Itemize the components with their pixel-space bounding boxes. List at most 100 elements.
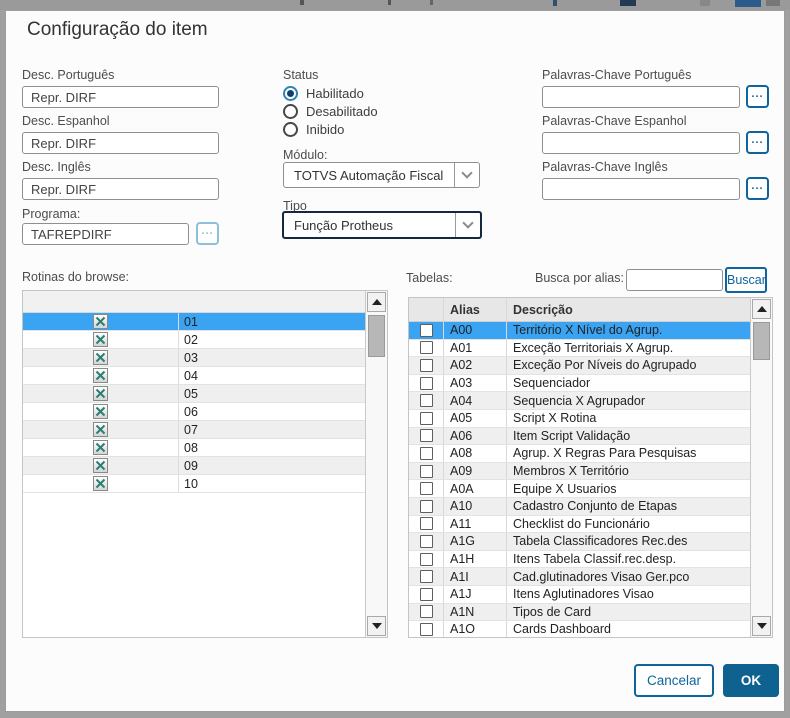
scroll-down-button[interactable] <box>752 616 771 636</box>
scroll-down-button[interactable] <box>367 616 386 636</box>
row-checkbox-cell <box>409 392 444 409</box>
keyword-browse-button[interactable]: ... <box>746 85 769 108</box>
descricao-cell: Cards Dashboard <box>513 622 611 637</box>
desc-ingles-input[interactable] <box>22 178 219 200</box>
tabela-row[interactable]: A11 Checklist do Funcionário <box>409 515 750 534</box>
keyword-input[interactable] <box>542 178 740 200</box>
rotina-row[interactable]: 04 <box>23 367 365 385</box>
ok-button[interactable]: OK <box>723 664 779 697</box>
rotina-icon-cell <box>23 331 179 348</box>
tabela-row[interactable]: A01 Exceção Territoriais X Agrup. <box>409 339 750 358</box>
checked-x-icon <box>93 422 108 437</box>
scrollbar-thumb[interactable] <box>753 322 770 360</box>
radio-icon[interactable] <box>283 104 298 119</box>
status-radio-option[interactable]: Habilitado <box>283 86 378 101</box>
scroll-up-button[interactable] <box>752 299 771 319</box>
checkbox[interactable] <box>419 358 433 372</box>
rotina-icon-cell <box>23 313 179 330</box>
programa-browse-button[interactable]: ... <box>196 222 219 245</box>
keyword-label: Palavras-Chave Português <box>542 68 692 82</box>
rotina-row[interactable]: 05 <box>23 385 365 403</box>
desc-portugues-input[interactable] <box>22 86 219 108</box>
background-toolbar-fragment <box>430 0 433 5</box>
checkbox[interactable] <box>419 499 433 513</box>
checkbox[interactable] <box>419 587 433 601</box>
keyword-browse-button[interactable]: ... <box>746 177 769 200</box>
rotina-number: 06 <box>184 404 198 419</box>
radio-icon[interactable] <box>283 86 298 101</box>
status-radio-option[interactable]: Desabilitado <box>283 104 378 119</box>
checkbox[interactable] <box>419 482 433 496</box>
keyword-group: Palavras-Chave Espanhol ... <box>542 114 774 160</box>
row-checkbox-cell <box>409 497 444 515</box>
rotina-row[interactable]: 10 <box>23 475 365 493</box>
checkbox[interactable] <box>419 464 433 478</box>
rotina-row[interactable]: 08 <box>23 439 365 457</box>
checkbox[interactable] <box>419 376 433 390</box>
checkbox[interactable] <box>419 622 433 636</box>
rotina-icon-cell <box>23 457 179 474</box>
checkbox[interactable] <box>419 605 433 619</box>
tabela-row[interactable]: A1G Tabela Classificadores Rec.des <box>409 533 750 551</box>
cancel-button[interactable]: Cancelar <box>634 664 714 697</box>
background-toolbar-fragment <box>553 0 557 6</box>
checkbox[interactable] <box>419 570 433 584</box>
rotina-row[interactable]: 06 <box>23 403 365 421</box>
modulo-select[interactable]: TOTVS Automação Fiscal <box>283 162 480 188</box>
tabela-row[interactable]: A00 Território X Nível do Agrup. <box>409 322 750 340</box>
checkbox[interactable] <box>419 446 433 460</box>
triangle-up-icon <box>371 299 382 305</box>
tabela-row[interactable]: A05 Script X Rotina <box>409 409 750 428</box>
buscar-button[interactable]: Buscar <box>725 267 767 293</box>
tabela-row[interactable]: A08 Agrup. X Regras Para Pesquisas <box>409 445 750 463</box>
rotina-row[interactable]: 03 <box>23 349 365 367</box>
rotina-number: 04 <box>184 368 198 383</box>
radio-icon[interactable] <box>283 122 298 137</box>
alias-cell: A0A <box>444 480 507 497</box>
busca-alias-input[interactable] <box>626 269 723 291</box>
tabela-row[interactable]: A04 Sequencia X Agrupador <box>409 392 750 410</box>
rotina-row[interactable]: 09 <box>23 457 365 475</box>
background-toolbar-fragment <box>700 0 710 6</box>
tabela-row[interactable]: A1I Cad.glutinadores Visao Ger.pco <box>409 568 750 586</box>
scrollbar-thumb[interactable] <box>368 315 385 357</box>
tipo-select[interactable]: Função Protheus <box>282 211 482 239</box>
checkbox[interactable] <box>419 429 433 443</box>
tabela-row[interactable]: A0A Equipe X Usuarios <box>409 480 750 498</box>
tabela-row[interactable]: A03 Sequenciador <box>409 374 750 393</box>
status-radio-option[interactable]: Inibido <box>283 122 378 137</box>
descricao-cell: Cadastro Conjunto de Etapas <box>513 499 677 514</box>
descricao-cell: Membros X Território <box>513 464 629 479</box>
keyword-browse-button[interactable]: ... <box>746 131 769 154</box>
keyword-input[interactable] <box>542 132 740 154</box>
checkbox[interactable] <box>419 323 433 337</box>
checkbox[interactable] <box>419 534 433 548</box>
checkbox[interactable] <box>419 517 433 531</box>
programa-input[interactable] <box>22 223 189 245</box>
desc-espanhol-input[interactable] <box>22 132 219 154</box>
tabela-row[interactable]: A1N Tipos de Card <box>409 603 750 622</box>
rotinas-header <box>23 291 365 313</box>
checkbox[interactable] <box>419 411 433 425</box>
rotina-row[interactable]: 01 <box>23 313 365 331</box>
rotina-row[interactable]: 02 <box>23 331 365 349</box>
checkbox[interactable] <box>419 394 433 408</box>
tabelas-scrollbar[interactable] <box>750 298 772 637</box>
tabela-row[interactable]: A1O Cards Dashboard <box>409 621 750 637</box>
descricao-cell: Território X Nível do Agrup. <box>513 323 663 338</box>
tabela-row[interactable]: A02 Exceção Por Níveis do Agrupado <box>409 357 750 375</box>
checkbox[interactable] <box>419 341 433 355</box>
tabela-row[interactable]: A1J Itens Aglutinadores Visao <box>409 585 750 604</box>
checkbox[interactable] <box>419 552 433 566</box>
rotinas-scrollbar[interactable] <box>365 291 387 637</box>
tabela-row[interactable]: A06 Item Script Validação <box>409 427 750 446</box>
rotina-row[interactable]: 07 <box>23 421 365 439</box>
tabela-row[interactable]: A1H Itens Tabela Classif.rec.desp. <box>409 550 750 569</box>
scroll-up-button[interactable] <box>367 292 386 312</box>
keyword-input[interactable] <box>542 86 740 108</box>
modulo-label: Módulo: <box>283 148 328 162</box>
tabela-row[interactable]: A09 Membros X Território <box>409 462 750 481</box>
tabela-row[interactable]: A10 Cadastro Conjunto de Etapas <box>409 497 750 516</box>
ellipsis-icon: ... <box>751 87 764 100</box>
